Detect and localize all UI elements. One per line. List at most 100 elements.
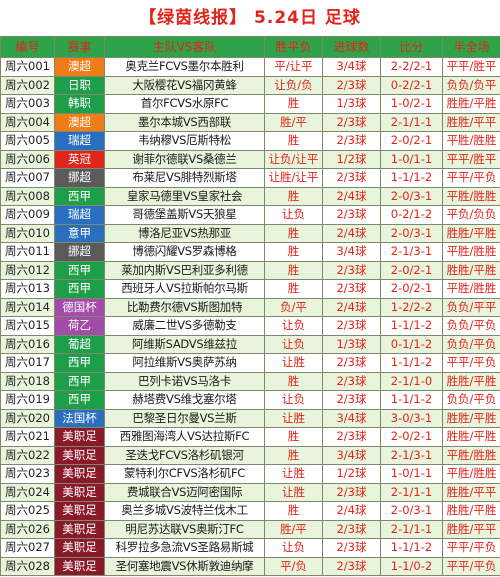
match-name-cell: 威廉二世VS多德勒支: [104, 316, 265, 336]
match-name-cell: 科罗拉多急流VS圣路易斯城: [104, 538, 265, 558]
halftime-cell: 平胜/胜胜: [442, 131, 500, 151]
league-badge: 挪超: [54, 168, 105, 188]
table-row: 周六010 意甲 博洛尼亚VS热那亚胜 2/4球 2-0/3-1 胜胜/平胜: [0, 223, 500, 243]
goals-cell: 3/4球: [322, 445, 381, 465]
result-cell: 让胜/让平: [264, 168, 323, 188]
match-id-cell: 周六005: [0, 131, 55, 151]
league-badge: 荷乙: [54, 316, 105, 336]
score-cell: 1-2/2-2: [380, 297, 443, 317]
league-badge: 西甲: [54, 353, 105, 373]
league-badge: 澳超: [54, 57, 105, 77]
match-id-cell: 周六017: [0, 353, 55, 373]
halftime-cell: 胜胜/平胜: [442, 501, 500, 521]
match-name-cell: 费城联合VS迈阿密国际: [104, 482, 265, 502]
match-id-cell: 周六019: [0, 390, 55, 410]
match-id-cell: 周六015: [0, 316, 55, 336]
col-header-match: 主队VS客队: [104, 36, 265, 58]
table-row: 周六015 荷乙 威廉二世VS多德勒支 让负 2/3球 1-1/1-2 负负/平负: [0, 316, 500, 336]
league-badge: 美职足: [54, 445, 105, 465]
result-cell: 胜: [264, 242, 323, 262]
result-cell: 让负: [264, 334, 323, 354]
col-header-league: 赛事: [54, 36, 105, 58]
goals-cell: 2/3球: [322, 538, 381, 558]
table-row: 周六014 德国杯 比勒费尔德VS斯图加特 负/平 2/4球 1-2/2-2 负负/平平: [0, 297, 500, 317]
goals-cell: 2/3球: [322, 131, 381, 151]
goals-cell: 2/3球: [322, 390, 381, 410]
match-id-cell: 周六018: [0, 371, 55, 391]
league-badge: 瑞超: [54, 131, 105, 151]
goals-cell: 1/3球: [322, 94, 381, 114]
table-row: 周六008 西甲 皇家马德里VS皇家社会胜 2/4球 2-0/3-1 平胜/胜胜: [0, 186, 500, 206]
table-header-row: 编号 赛事 主队VS客队 胜平负 进球数 比分 半全场: [0, 36, 500, 58]
result-cell: 平/负: [264, 556, 323, 576]
table-row: 周六006 英冠 谢菲尔德联VS桑德兰 让负/让平 1/2球 1-0/1-1 平平/胜平: [0, 149, 500, 169]
result-cell: 胜: [264, 260, 323, 280]
table-row: 周六025 美职足 奥兰多城VS波特兰伐木工胜 2/4球 2-0/3-1 胜胜/平胜: [0, 501, 500, 521]
score-cell: 0-2/1-2: [380, 205, 443, 225]
league-badge: 法国杯: [54, 408, 105, 428]
goals-cell: 3/4球: [322, 242, 381, 262]
score-cell: 2-1/1-0: [380, 371, 443, 391]
halftime-cell: 胜胜/平胜: [442, 427, 500, 447]
halftime-cell: 负负/平负: [442, 316, 500, 336]
score-cell: 2-1/1-1: [380, 482, 443, 502]
score-cell: 1-0/1-1: [380, 149, 443, 169]
league-badge: 西甲: [54, 390, 105, 410]
match-id-cell: 周六012: [0, 260, 55, 280]
league-badge: 德国杯: [54, 297, 105, 317]
result-cell: 让胜: [264, 408, 323, 428]
match-id-cell: 周六023: [0, 464, 55, 484]
score-cell: 1-1/0-2: [380, 556, 443, 576]
match-id-cell: 周六026: [0, 519, 55, 539]
result-cell: 让负: [264, 538, 323, 558]
match-name-cell: 明尼苏达联VS奥斯汀FC: [104, 519, 265, 539]
league-badge: 美职足: [54, 538, 105, 558]
table-row: 周六019 西甲 赫塔费VS维戈塞尔塔 让负 2/3球 1-1/1-2 负负/平负: [0, 390, 500, 410]
goals-cell: 2/3球: [322, 519, 381, 539]
league-badge: 韩职: [54, 94, 105, 114]
match-name-cell: 布莱尼VS腓特烈斯塔: [104, 168, 265, 188]
table-row: 周六003 韩职 首尔FCVS水原FC 胜 1/3球 1-0/2-1 胜胜/平胜: [0, 94, 500, 114]
score-cell: 1-1/1-2: [380, 168, 443, 188]
table-row: 周六012 西甲 莱加内斯VS巴利亚多利德胜 2/3球 2-0/2-1 胜胜/平胜: [0, 260, 500, 280]
match-name-cell: 比勒费尔德VS斯图加特: [104, 297, 265, 317]
league-badge: 美职足: [54, 519, 105, 539]
page-title: 【绿茵线报】 5.24日 足球: [0, 0, 500, 36]
match-name-cell: 阿维斯SADVS维兹拉: [104, 334, 265, 354]
halftime-cell: 胜胜/平平: [442, 112, 500, 132]
result-cell: 让负: [264, 316, 323, 336]
halftime-cell: 平胜/胜胜: [442, 464, 500, 484]
goals-cell: 2/3球: [322, 112, 381, 132]
score-cell: 1-1/1-2: [380, 353, 443, 373]
match-id-cell: 周六025: [0, 501, 55, 521]
league-badge: 瑞超: [54, 205, 105, 225]
match-name-cell: 奥兰多城VS波特兰伐木工: [104, 501, 265, 521]
result-cell: 胜: [264, 131, 323, 151]
goals-cell: 2/3球: [322, 205, 381, 225]
table-row: 周六022 美职足 圣迭戈FCVS洛杉矶银河胜 3/4球 2-1/3-1 平胜/胜胜: [0, 445, 500, 465]
match-id-cell: 周六014: [0, 297, 55, 317]
league-badge: 澳超: [54, 112, 105, 132]
score-cell: 0-1/1-2: [380, 334, 443, 354]
halftime-cell: 胜胜/平胜: [442, 260, 500, 280]
league-badge: 西甲: [54, 371, 105, 391]
result-cell: 让胜: [264, 482, 323, 502]
col-header-id: 编号: [0, 36, 55, 58]
halftime-cell: 负负/负平: [442, 75, 500, 95]
match-id-cell: 周六022: [0, 445, 55, 465]
result-cell: 让负: [264, 205, 323, 225]
table-row: 周六021 美职足 西雅图海湾人VS达拉斯FC 胜 2/3球 2-0/2-1 胜胜/平胜: [0, 427, 500, 447]
col-header-halftime: 半全场: [442, 36, 500, 58]
match-name-cell: 巴黎圣日尔曼VS兰斯: [104, 408, 265, 428]
match-id-cell: 周六027: [0, 538, 55, 558]
goals-cell: 2/4球: [322, 501, 381, 521]
league-badge: 意甲: [54, 223, 105, 243]
match-name-cell: 韦纳穆VS厄斯特松: [104, 131, 265, 151]
result-cell: 负/平: [264, 297, 323, 317]
match-name-cell: 博洛尼亚VS热那亚: [104, 223, 265, 243]
result-cell: 胜: [264, 501, 323, 521]
result-cell: 胜/平: [264, 519, 323, 539]
result-cell: 胜: [264, 186, 323, 206]
match-name-cell: 首尔FCVS水原FC: [104, 94, 265, 114]
